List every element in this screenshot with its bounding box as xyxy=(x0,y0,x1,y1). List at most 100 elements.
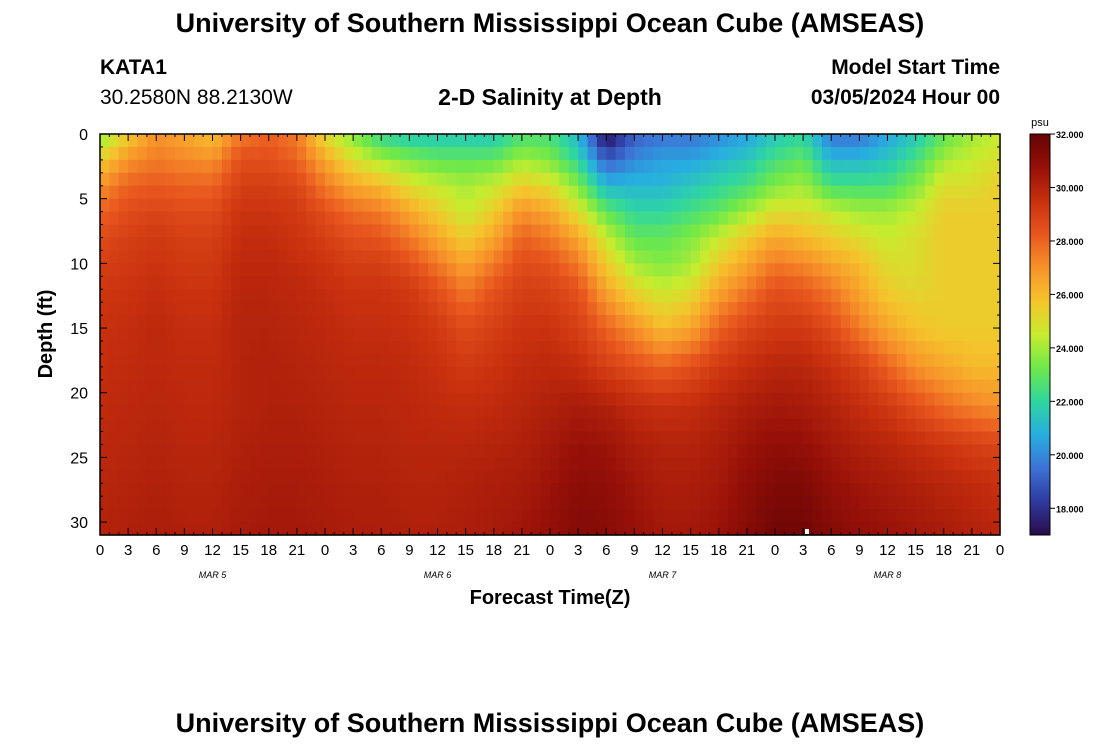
heatmap-cell xyxy=(596,146,607,161)
heatmap-cell xyxy=(990,444,1001,458)
heatmap-cell xyxy=(100,315,110,329)
heatmap-cell xyxy=(446,444,457,458)
heatmap-cell xyxy=(353,172,364,187)
heatmap-cell xyxy=(971,496,982,510)
heatmap-cell xyxy=(400,263,410,277)
heatmap-cell xyxy=(925,509,935,523)
heatmap-cell xyxy=(878,276,889,290)
x-tick-label: 15 xyxy=(682,542,699,559)
heatmap-cell xyxy=(990,340,1001,355)
heatmap-cell xyxy=(353,328,364,342)
heatmap-cell xyxy=(456,483,467,497)
heatmap-cell xyxy=(662,315,673,329)
heatmap-cell xyxy=(718,392,729,407)
heatmap-cell xyxy=(718,340,729,355)
heatmap-cell xyxy=(803,496,814,510)
heatmap-cell xyxy=(568,470,579,484)
heatmap-cell xyxy=(671,198,682,213)
heatmap-cell xyxy=(193,185,204,200)
heatmap-cell xyxy=(334,418,345,433)
heatmap-cell xyxy=(156,172,167,187)
heatmap-cell xyxy=(728,185,739,200)
heatmap-cell xyxy=(765,457,776,471)
heatmap-cell xyxy=(540,366,551,381)
heatmap-cell xyxy=(156,340,167,355)
heatmap-cell xyxy=(418,328,429,342)
heatmap-cell xyxy=(118,289,129,303)
heatmap-cell xyxy=(456,263,467,277)
heatmap-cell xyxy=(231,392,242,407)
heatmap-cell xyxy=(962,470,973,484)
heatmap-cell xyxy=(765,315,776,329)
heatmap-cell xyxy=(878,198,889,213)
heatmap-cell xyxy=(240,159,251,174)
heatmap-cell xyxy=(887,302,898,316)
heatmap-cell xyxy=(643,276,654,290)
heatmap-cell xyxy=(596,276,607,290)
heatmap-cell xyxy=(512,237,523,252)
heatmap-cell xyxy=(371,522,382,536)
heatmap-cell xyxy=(878,328,889,342)
heatmap-cell xyxy=(718,315,729,329)
heatmap-cell xyxy=(990,522,1001,536)
heatmap-cell xyxy=(690,302,701,316)
heatmap-cell xyxy=(793,224,804,239)
heatmap-cell xyxy=(362,198,373,213)
heatmap-cell xyxy=(512,185,523,200)
heatmap-cell xyxy=(887,444,898,458)
heatmap-cell xyxy=(746,172,757,187)
heatmap-cell xyxy=(165,431,176,446)
heatmap-cell xyxy=(925,483,935,497)
heatmap-cell xyxy=(390,302,401,316)
heatmap-cell xyxy=(887,289,898,303)
heatmap-cell xyxy=(831,185,842,200)
heatmap-cell xyxy=(381,444,392,458)
heatmap-cell xyxy=(203,444,214,458)
heatmap-cell xyxy=(259,224,270,239)
heatmap-cell xyxy=(662,522,673,536)
heatmap-cell xyxy=(175,328,185,342)
heatmap-cell xyxy=(906,328,917,342)
heatmap-cell xyxy=(746,134,757,148)
heatmap-cell xyxy=(643,418,654,433)
heatmap-cell xyxy=(596,470,607,484)
heatmap-cell xyxy=(146,340,157,355)
heatmap-cell xyxy=(578,366,589,381)
heatmap-cell xyxy=(193,263,204,277)
heatmap-cell xyxy=(718,328,729,342)
heatmap-cell xyxy=(165,366,176,381)
heatmap-cell xyxy=(587,315,598,329)
heatmap-cell xyxy=(156,522,167,536)
heatmap-cell xyxy=(371,328,382,342)
x-axis-title: Forecast Time(Z) xyxy=(470,587,631,609)
heatmap-cell xyxy=(428,444,439,458)
heatmap-cell xyxy=(925,431,935,446)
heatmap-cell xyxy=(390,366,401,381)
heatmap-cell xyxy=(709,379,720,394)
heatmap-cell xyxy=(653,496,664,510)
heatmap-cell xyxy=(803,263,814,277)
heatmap-cell xyxy=(746,263,757,277)
heatmap-cell xyxy=(550,444,560,458)
heatmap-cell xyxy=(803,315,814,329)
heatmap-cell xyxy=(362,392,373,407)
heatmap-cell xyxy=(428,392,439,407)
heatmap-cell xyxy=(259,431,270,446)
heatmap-cell xyxy=(821,146,832,161)
heatmap-cell xyxy=(512,198,523,213)
heatmap-cell xyxy=(184,146,195,161)
heatmap-cell xyxy=(746,522,757,536)
heatmap-cell xyxy=(737,159,748,174)
heatmap-cell xyxy=(671,302,682,316)
heatmap-cell xyxy=(231,146,242,161)
heatmap-cell xyxy=(784,392,795,407)
heatmap-cell xyxy=(428,340,439,355)
heatmap-cell xyxy=(175,405,185,420)
heatmap-cell xyxy=(212,289,223,303)
heatmap-cell xyxy=(662,509,673,523)
heatmap-cell xyxy=(775,405,785,420)
heatmap-cell xyxy=(887,379,898,394)
heatmap-cell xyxy=(700,496,710,510)
heatmap-cell xyxy=(550,250,560,264)
heatmap-cell xyxy=(128,224,139,239)
